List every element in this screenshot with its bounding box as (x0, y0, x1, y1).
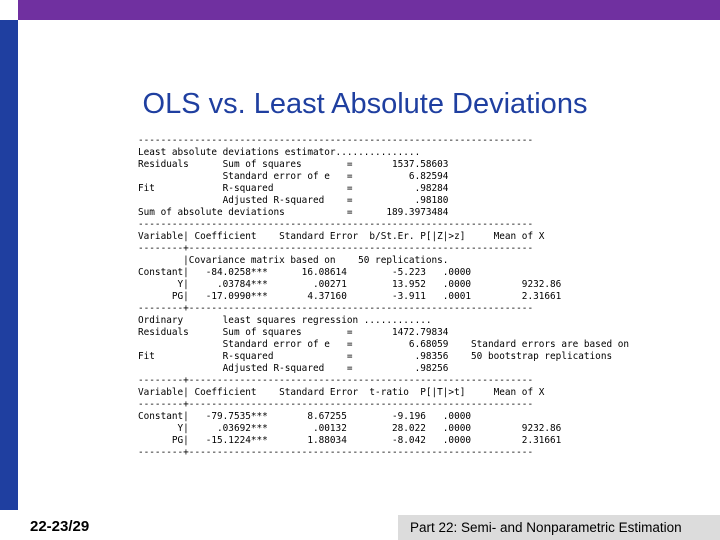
output-line: Variable| Coefficient Standard Error t-r… (138, 387, 545, 398)
output-line: Standard error of e = 6.82594 (138, 171, 449, 182)
output-line: --------+-------------------------------… (138, 447, 534, 458)
output-line: --------+-------------------------------… (138, 303, 534, 314)
output-line: --------+-------------------------------… (138, 375, 534, 386)
output-line: PG| -17.0990*** 4.37160 -3.911 .0001 2.3… (138, 291, 562, 302)
slide-title: OLS vs. Least Absolute Deviations (142, 88, 588, 120)
output-line: Constant| -79.7535*** 8.67255 -9.196 .00… (138, 411, 472, 422)
output-line: Adjusted R-squared = .98180 (138, 195, 449, 206)
output-line: Residuals Sum of squares = 1537.58603 (138, 159, 449, 170)
output-line: Ordinary least squares regression ......… (138, 315, 432, 326)
footer-text: Part 22: Semi- and Nonparametric Estimat… (410, 520, 682, 535)
top-accent-bar (0, 0, 720, 20)
output-line: ----------------------------------------… (138, 219, 534, 230)
regression-output: ----------------------------------------… (138, 135, 629, 459)
corner-block (0, 0, 18, 20)
output-line: Adjusted R-squared = .98256 (138, 363, 449, 374)
output-line: Variable| Coefficient Standard Error b/S… (138, 231, 545, 242)
output-line: Sum of absolute deviations = 189.3973484 (138, 207, 449, 218)
output-line: Least absolute deviations estimator.....… (138, 147, 421, 158)
output-line: PG| -15.1224*** 1.88034 -8.042 .0000 2.3… (138, 435, 562, 446)
output-line: |Covariance matrix based on 50 replicati… (138, 255, 449, 266)
output-line: Y| .03784*** .00271 13.952 .0000 9232.86 (138, 279, 562, 290)
footer-banner (398, 515, 720, 540)
output-line: Fit R-squared = .98356 50 bootstrap repl… (138, 351, 613, 362)
output-line: Y| .03692*** .00132 28.022 .0000 9232.86 (138, 423, 562, 434)
slide-number: 22-23/29 (30, 518, 90, 535)
left-accent-bar (0, 0, 18, 510)
output-line: Residuals Sum of squares = 1472.79834 (138, 327, 449, 338)
output-line: --------+-------------------------------… (138, 243, 534, 254)
output-line: --------+-------------------------------… (138, 399, 534, 410)
output-line: Fit R-squared = .98284 (138, 183, 449, 194)
output-line: ----------------------------------------… (138, 135, 534, 146)
output-line: Constant| -84.0258*** 16.08614 -5.223 .0… (138, 267, 472, 278)
output-line: Standard error of e = 6.68059 Standard e… (138, 339, 630, 350)
